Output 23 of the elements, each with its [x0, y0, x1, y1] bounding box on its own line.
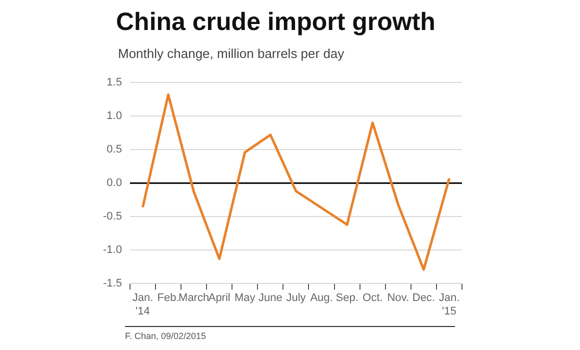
y-tick-label: 0.5: [106, 144, 122, 156]
y-tick-label: -1.5: [102, 278, 122, 290]
x-tick-label: April: [208, 292, 230, 304]
x-tick-label: Jan. '14: [132, 292, 154, 318]
x-tick-label: Nov.: [387, 292, 410, 304]
x-tick-label: Jan. '15: [438, 292, 460, 318]
x-tick-label: Oct.: [362, 292, 383, 304]
x-tick-label: Sep.: [336, 292, 358, 304]
y-tick-label: 1.0: [106, 110, 122, 122]
y-tick-label: 1.5: [106, 76, 122, 89]
y-tick-label: -1.0: [102, 244, 122, 256]
chart-subtitle: Monthly change, million barrels per day: [118, 46, 344, 61]
y-tick-label: -0.5: [102, 210, 122, 223]
x-tick-label: March: [178, 292, 210, 304]
x-tick-label: July: [286, 292, 306, 304]
x-tick-label: Dec.: [412, 292, 435, 304]
x-tick-label: May: [234, 292, 256, 304]
x-tick-label: Aug.: [310, 292, 333, 304]
x-tick-label: Feb.: [157, 292, 180, 304]
y-tick-label: 0.0: [106, 177, 122, 190]
chart-title: China crude import growth: [116, 8, 436, 37]
text: F. Chan, 09/02/2015: [125, 331, 206, 341]
x-tick-label: June: [258, 292, 282, 304]
